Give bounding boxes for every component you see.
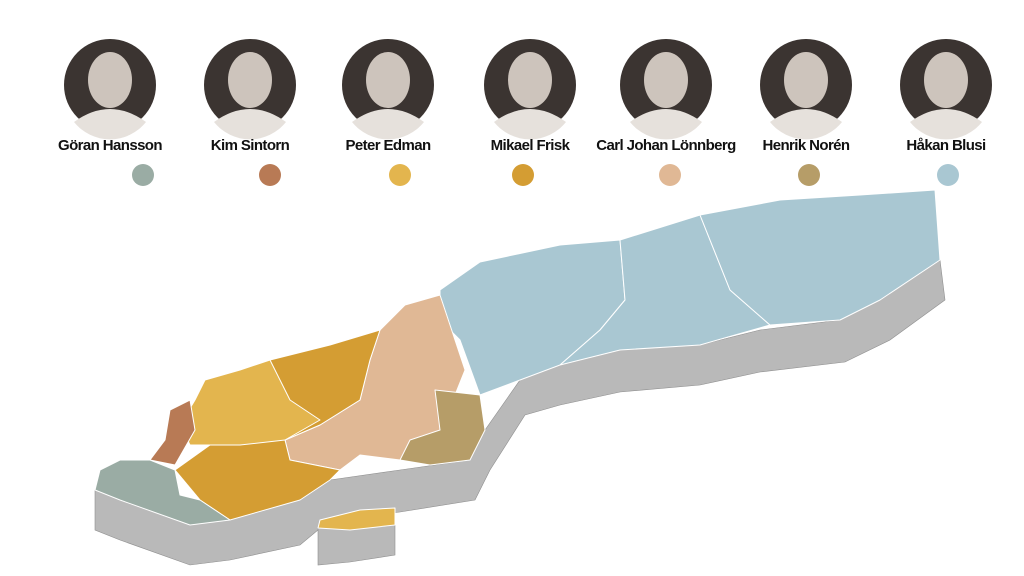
portrait-shoulders xyxy=(910,109,982,140)
region xyxy=(94,459,231,526)
person-name: Carl Johan Lönnberg xyxy=(596,137,736,154)
portrait-face xyxy=(508,52,552,108)
portrait-face xyxy=(784,52,828,108)
portrait-face xyxy=(924,52,968,108)
region xyxy=(399,389,486,466)
portrait-face xyxy=(88,52,132,108)
portrait-face xyxy=(644,52,688,108)
region xyxy=(317,507,396,531)
person-name: Mikael Frisk xyxy=(491,137,571,154)
portrait-shoulders xyxy=(352,109,424,140)
person-name: Peter Edman xyxy=(345,137,431,154)
portrait-shoulders xyxy=(770,109,842,140)
color-key xyxy=(132,164,154,186)
person-name: Henrik Norén xyxy=(763,137,850,154)
color-key xyxy=(389,164,411,186)
portrait-shoulders xyxy=(74,109,146,140)
portrait-shoulders xyxy=(494,109,566,140)
portrait-shoulders xyxy=(630,109,702,140)
person-name: Håkan Blusi xyxy=(906,137,986,154)
portrait-face xyxy=(366,52,410,108)
people-row: Göran Hansson Kim Sintorn Peter Edman Mikae… xyxy=(58,39,992,186)
person-name: Göran Hansson xyxy=(58,137,162,154)
person-name: Kim Sintorn xyxy=(211,137,290,154)
region xyxy=(699,189,941,326)
portrait-shoulders xyxy=(214,109,286,140)
color-key xyxy=(659,164,681,186)
color-key xyxy=(798,164,820,186)
region xyxy=(149,399,196,466)
color-key xyxy=(512,164,534,186)
map xyxy=(94,189,946,566)
color-key xyxy=(937,164,959,186)
island-side xyxy=(317,524,396,566)
portrait-face xyxy=(228,52,272,108)
color-key xyxy=(259,164,281,186)
